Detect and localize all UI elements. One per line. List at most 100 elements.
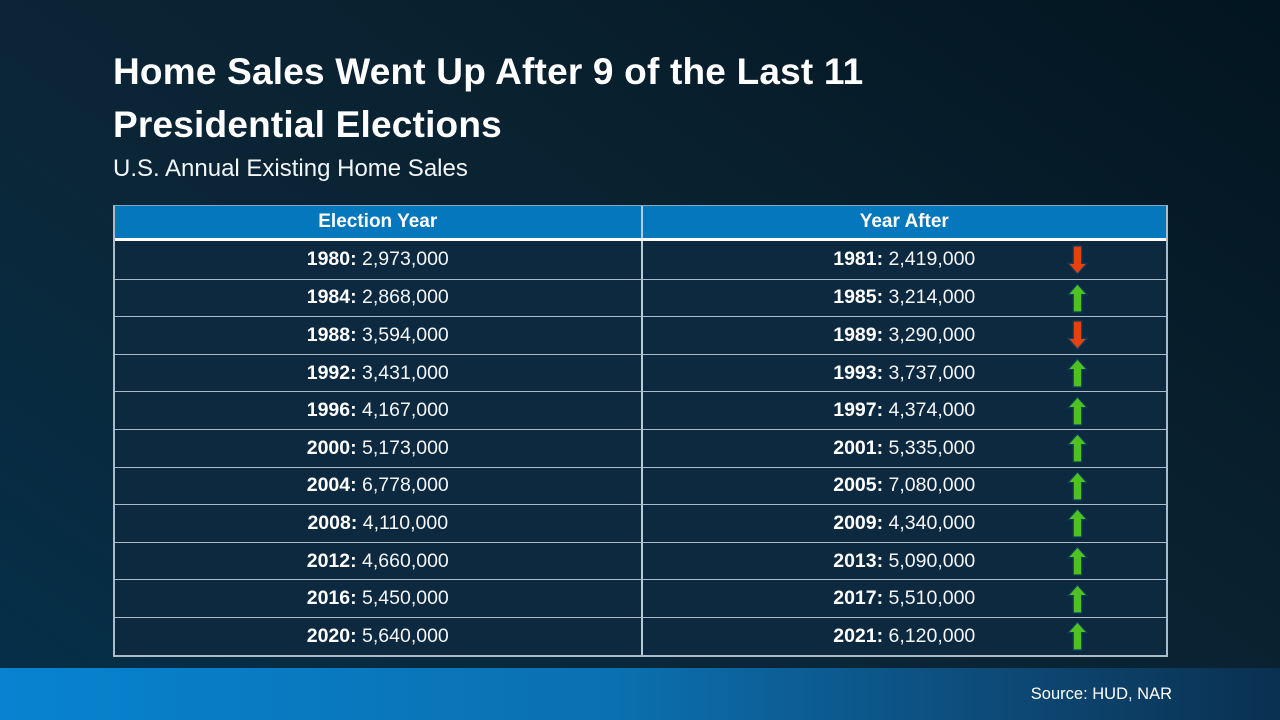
election-year-label: 1996: [306, 399, 357, 422]
election-year-sales-value: 4,167,000 [362, 399, 449, 422]
election-year-label: 2012: [306, 549, 357, 572]
year-after-label: 2017: [833, 587, 884, 610]
slide-title: Home Sales Went Up After 9 of the Last 1… [113, 46, 1113, 151]
election-year-sales-value: 3,431,000 [362, 361, 449, 384]
table-row: 1984: 2,868,000 1985: 3,214,000 [115, 278, 1167, 317]
election-year-cell: 2012: 4,660,000 [115, 543, 641, 580]
footer-bar: Source: HUD, NAR [0, 668, 1280, 720]
election-year-sales-value: 3,594,000 [362, 323, 449, 346]
election-year-cell: 2008: 4,110,000 [115, 505, 641, 542]
election-year-sales-value: 2,973,000 [362, 248, 449, 271]
year-after-sales-value: 3,214,000 [888, 286, 976, 309]
table-row: 2008: 4,110,000 2009: 4,340,000 [115, 504, 1166, 542]
column-header-year-after: Year After [640, 206, 1167, 238]
table-row: 1996: 4,167,000 1997: 4,374,000 [115, 391, 1166, 429]
election-year-label: 1992: [306, 361, 357, 384]
election-year-label: 2004: [306, 474, 357, 497]
year-after-label: 2021: [833, 624, 884, 647]
election-year-cell: 1988: 3,594,000 [115, 317, 641, 354]
election-year-sales-value: 5,173,000 [362, 436, 449, 459]
year-after-label: 1993: [833, 361, 884, 384]
election-year-label: 1988: [306, 323, 357, 346]
home-sales-table: Election Year Year After 1980: 2,973,000… [113, 205, 1168, 657]
year-after-sales-value: 2,419,000 [888, 248, 976, 271]
year-after-label: 1989: [833, 323, 884, 346]
election-year-sales-value: 4,660,000 [362, 549, 449, 572]
year-after-sales-value: 5,335,000 [888, 436, 976, 459]
slide-title-line1: Home Sales Went Up After 9 of the Last 1… [113, 51, 864, 92]
election-year-cell: 1980: 2,973,000 [115, 241, 641, 279]
year-after-cell: 2009: 4,340,000 [640, 505, 1167, 542]
year-after-label: 1981: [833, 248, 884, 271]
table-row: 2000: 5,173,000 2001: 5,335,000 [115, 428, 1167, 467]
year-after-sales-value: 4,340,000 [888, 511, 976, 534]
table-row: 2004: 6,778,000 2005: 7,080,000 [115, 466, 1167, 505]
table-row: 1992: 3,431,000 1993: 3,737,000 [115, 353, 1167, 392]
column-header-election-year: Election Year [318, 211, 438, 232]
down-arrow-icon [1066, 320, 1089, 351]
election-year-cell: 2020: 5,640,000 [115, 618, 641, 655]
year-after-cell: 1981: 2,419,000 [640, 241, 1167, 279]
table-body: 1980: 2,973,000 1981: 2,419,000 1984: 2,… [115, 241, 1166, 655]
year-after-sales-value: 3,737,000 [888, 361, 976, 384]
election-year-label: 2020: [306, 624, 357, 647]
election-year-cell: 1992: 3,431,000 [115, 355, 641, 392]
year-after-cell: 1989: 3,290,000 [640, 317, 1167, 354]
up-arrow-icon [1066, 433, 1089, 463]
up-arrow-icon [1066, 621, 1089, 651]
election-year-sales-value: 5,640,000 [362, 624, 449, 647]
election-year-sales-value: 6,778,000 [362, 474, 449, 497]
election-year-cell: 2000: 5,173,000 [115, 430, 641, 467]
year-after-cell: 2005: 7,080,000 [640, 467, 1167, 505]
year-after-sales-value: 5,510,000 [888, 587, 976, 610]
table-row: 2016: 5,450,000 2017: 5,510,000 [115, 579, 1166, 617]
table-row: 2012: 4,660,000 2013: 5,090,000 [115, 541, 1167, 580]
up-arrow-icon [1066, 395, 1089, 426]
up-arrow-icon [1066, 583, 1089, 614]
year-after-cell: 1997: 4,374,000 [640, 392, 1167, 429]
election-year-cell: 2004: 6,778,000 [115, 468, 641, 505]
table-header-row: Election Year Year After [115, 206, 1166, 241]
election-year-cell: 2016: 5,450,000 [115, 580, 641, 617]
table-row: 1988: 3,594,000 1989: 3,290,000 [115, 316, 1166, 354]
year-after-cell: 1993: 3,737,000 [640, 354, 1167, 392]
up-arrow-icon [1066, 508, 1089, 539]
election-year-label: 1980: [306, 248, 357, 271]
year-after-cell: 1985: 3,214,000 [640, 279, 1167, 317]
election-year-label: 2008: [307, 511, 358, 534]
year-after-label: 2013: [833, 549, 884, 572]
year-after-label: 1985: [833, 286, 884, 309]
year-after-label: 1997: [833, 399, 884, 422]
year-after-cell: 2001: 5,335,000 [640, 429, 1167, 467]
year-after-sales-value: 4,374,000 [888, 399, 976, 422]
election-year-cell: 1984: 2,868,000 [115, 280, 641, 317]
election-year-sales-value: 4,110,000 [362, 511, 449, 534]
table-row: 2020: 5,640,000 2021: 6,120,000 [115, 616, 1167, 655]
election-year-sales-value: 2,868,000 [362, 286, 449, 309]
year-after-label: 2005: [833, 474, 884, 497]
election-year-label: 2016: [306, 587, 357, 610]
year-after-cell: 2013: 5,090,000 [640, 542, 1167, 580]
year-after-label: 2001: [833, 436, 884, 459]
up-arrow-icon [1066, 358, 1089, 388]
year-after-cell: 2017: 5,510,000 [640, 580, 1167, 617]
up-arrow-icon [1066, 470, 1089, 501]
source-attribution: Source: HUD, NAR [1030, 685, 1172, 703]
year-after-cell: 2021: 6,120,000 [640, 617, 1167, 655]
year-after-label: 2009: [833, 511, 884, 534]
slide-title-line2: Presidential Elections [113, 103, 502, 145]
up-arrow-icon [1066, 546, 1089, 576]
year-after-sales-value: 6,120,000 [888, 624, 976, 647]
year-after-sales-value: 7,080,000 [888, 474, 976, 497]
election-year-label: 2000: [306, 436, 357, 459]
election-year-cell: 1996: 4,167,000 [115, 392, 641, 429]
down-arrow-icon [1066, 245, 1089, 275]
table-row: 1980: 2,973,000 1981: 2,419,000 [115, 241, 1166, 279]
election-year-label: 1984: [306, 286, 357, 309]
year-after-sales-value: 3,290,000 [888, 323, 976, 346]
year-after-sales-value: 5,090,000 [888, 549, 976, 572]
slide-subtitle: U.S. Annual Existing Home Sales [113, 155, 468, 182]
up-arrow-icon [1066, 282, 1089, 313]
election-year-sales-value: 5,450,000 [362, 587, 449, 610]
